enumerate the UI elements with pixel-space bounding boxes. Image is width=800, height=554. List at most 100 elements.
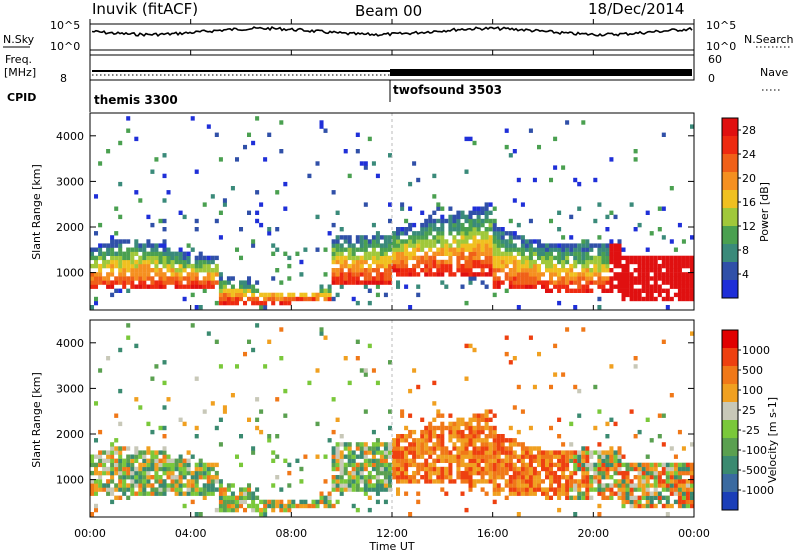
power-cell [375,231,380,236]
power-cell [480,268,485,273]
velocity-cell [476,434,481,439]
velocity-cell [685,462,690,468]
power-cell [605,255,610,261]
power-cell [512,272,517,277]
power-cell [247,288,252,293]
power-cell [436,272,441,277]
power-cell [202,284,207,289]
velocity-cell [291,499,296,505]
power-cell [122,255,127,261]
velocity-cell [472,417,477,422]
power-cell [130,276,135,281]
velocity-cell [653,462,658,468]
velocity-cell [561,458,566,463]
velocity-cell [613,483,618,488]
velocity-cell [146,483,151,488]
power-cell [134,247,139,252]
power-cell [649,292,654,298]
power-cell [625,292,630,298]
power-cell [424,218,429,224]
power-cell [226,292,231,298]
velocity-cell [239,499,244,505]
power-cell [484,235,489,240]
velocity-cell [460,475,465,480]
velocity-cell [347,380,352,386]
power-cell [186,272,191,277]
velocity-cell [218,442,223,447]
velocity-cell [122,483,127,488]
power-cell [146,255,151,261]
power-cell [375,259,380,265]
velocity-cell [259,507,264,513]
power-cell [460,227,465,232]
power-cell [396,272,401,277]
power-cell [367,268,372,273]
velocity-cell [460,479,465,484]
velocity-cell [134,470,139,476]
power-cell [355,239,360,244]
power-cell [416,259,421,265]
velocity-cell [621,483,626,488]
power-cell [460,247,465,252]
velocity-cell [565,458,570,463]
velocity-cell [363,462,368,468]
power-cell [528,276,533,281]
power-cell [118,239,123,244]
velocity-cell [488,417,493,422]
velocity-cell [605,421,610,427]
velocity-cell [645,454,650,459]
colorbar-segment [722,492,738,511]
power-cell [275,296,280,302]
velocity-cell [565,327,570,332]
velocity-cell [492,458,497,463]
power-cell [516,284,521,289]
velocity-cell [424,442,429,447]
power-cell [424,251,429,256]
power-cell [512,198,517,203]
power-cell [565,276,570,281]
velocity-cell [621,503,626,509]
velocity-cell [408,434,413,439]
velocity-cell [645,503,650,509]
velocity-cell [605,458,610,463]
power-cell [319,292,324,298]
colorbar-segment [722,208,738,227]
velocity-cell [331,466,336,472]
velocity-cell [436,475,441,480]
power-cell [625,280,630,285]
power-cell [363,251,368,256]
velocity-cell [134,343,139,349]
velocity-cell [673,475,678,480]
velocity-cell [162,380,167,386]
velocity-cell [251,507,256,513]
velocity-cell [367,483,372,488]
colorbar-frame [721,117,739,299]
power-cell [367,276,372,281]
power-cell [673,255,678,261]
velocity-cell [178,487,183,492]
velocity-cell [375,487,380,492]
power-cell [673,292,678,298]
velocity-cell [440,421,445,427]
power-cell [585,243,590,248]
power-cell [496,247,501,252]
power-cell [388,272,393,277]
velocity-cell [504,458,509,463]
velocity-cell [537,450,542,455]
velocity-cell [339,479,344,484]
velocity-cell [283,388,288,394]
velocity-cell [408,462,413,468]
velocity-cell [577,462,582,468]
velocity-cell [408,413,413,418]
power-cell [629,259,634,265]
velocity-cell [456,454,461,459]
velocity-cell [150,487,155,492]
power-cell [520,272,525,277]
power-cell [162,239,167,244]
power-cell [174,255,179,261]
velocity-cell [166,483,171,488]
power-cell [573,177,578,183]
velocity-cell [464,507,469,513]
power-cell [476,247,481,252]
velocity-cell [388,470,393,476]
